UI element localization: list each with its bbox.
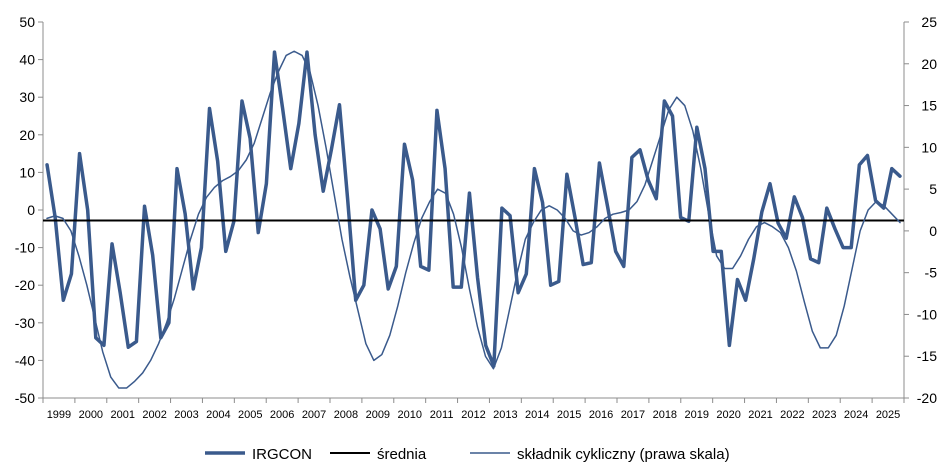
x-tick-label: 2013: [493, 409, 517, 421]
y-right-tick-label: 25: [921, 14, 937, 30]
legend: IRGCON średnia składnik cykliczny (prawa s…: [205, 446, 730, 463]
x-tick-label: 2008: [334, 409, 358, 421]
y-left-tick-label: 50: [19, 14, 35, 30]
series-line-0: [45, 50, 902, 368]
x-tick-label: 2010: [397, 409, 421, 421]
y-left-tick-label: 10: [19, 164, 35, 180]
x-tick-label: 2007: [302, 409, 326, 421]
y-right-tick-label: -10: [917, 306, 937, 322]
x-tick-label: 2005: [238, 409, 262, 421]
x-tick-label: 2001: [110, 409, 134, 421]
x-tick-label: 2021: [748, 409, 772, 421]
x-tick-label: 2024: [844, 409, 868, 421]
y-left-tick-label: 40: [19, 52, 35, 68]
y-left-tick-label: -40: [15, 352, 35, 368]
legend-label: średnia: [377, 446, 427, 463]
y-left-tick-label: -30: [15, 315, 35, 331]
y-right-tick-label: 0: [929, 223, 937, 239]
y-left-tick-label: 20: [19, 127, 35, 143]
y-left-tick-label: -10: [15, 240, 35, 256]
x-tick-label: 2017: [621, 409, 645, 421]
y-right-tick-label: 5: [929, 181, 937, 197]
x-tick-label: 1999: [47, 409, 71, 421]
y-left-tick-label: -20: [15, 277, 35, 293]
axes: 50403020100-10-20-30-40-502520151050-5-1…: [15, 14, 937, 421]
x-tick-label: 2012: [461, 409, 485, 421]
x-tick-label: 2004: [206, 409, 230, 421]
y-left-tick-label: -50: [15, 390, 35, 406]
x-tick-label: 2019: [684, 409, 708, 421]
y-right-tick-label: -5: [925, 265, 938, 281]
x-tick-label: 2011: [430, 409, 454, 421]
y-right-tick-label: -15: [917, 348, 937, 364]
x-tick-label: 2003: [174, 409, 198, 421]
x-tick-label: 2009: [366, 409, 390, 421]
y-right-tick-label: 10: [921, 139, 937, 155]
x-tick-label: 2023: [812, 409, 836, 421]
series-layer: [43, 50, 904, 389]
x-tick-label: 2016: [589, 409, 613, 421]
x-tick-label: 2018: [653, 409, 677, 421]
x-tick-label: 2020: [716, 409, 740, 421]
x-tick-label: 2006: [270, 409, 294, 421]
y-right-tick-label: 15: [921, 98, 937, 114]
legend-label: IRGCON: [252, 446, 312, 463]
y-left-tick-label: 0: [27, 202, 35, 218]
y-right-tick-label: -20: [917, 390, 937, 406]
x-tick-label: 2022: [780, 409, 804, 421]
x-tick-label: 2000: [79, 409, 103, 421]
x-tick-label: 2002: [142, 409, 166, 421]
y-left-tick-label: 30: [19, 89, 35, 105]
x-tick-label: 2015: [557, 409, 581, 421]
series-line-2: [46, 50, 901, 389]
y-right-tick-label: 20: [921, 56, 937, 72]
x-tick-label: 2014: [525, 409, 549, 421]
legend-label: składnik cykliczny (prawa skala): [517, 446, 730, 463]
x-tick-label: 2025: [876, 409, 900, 421]
